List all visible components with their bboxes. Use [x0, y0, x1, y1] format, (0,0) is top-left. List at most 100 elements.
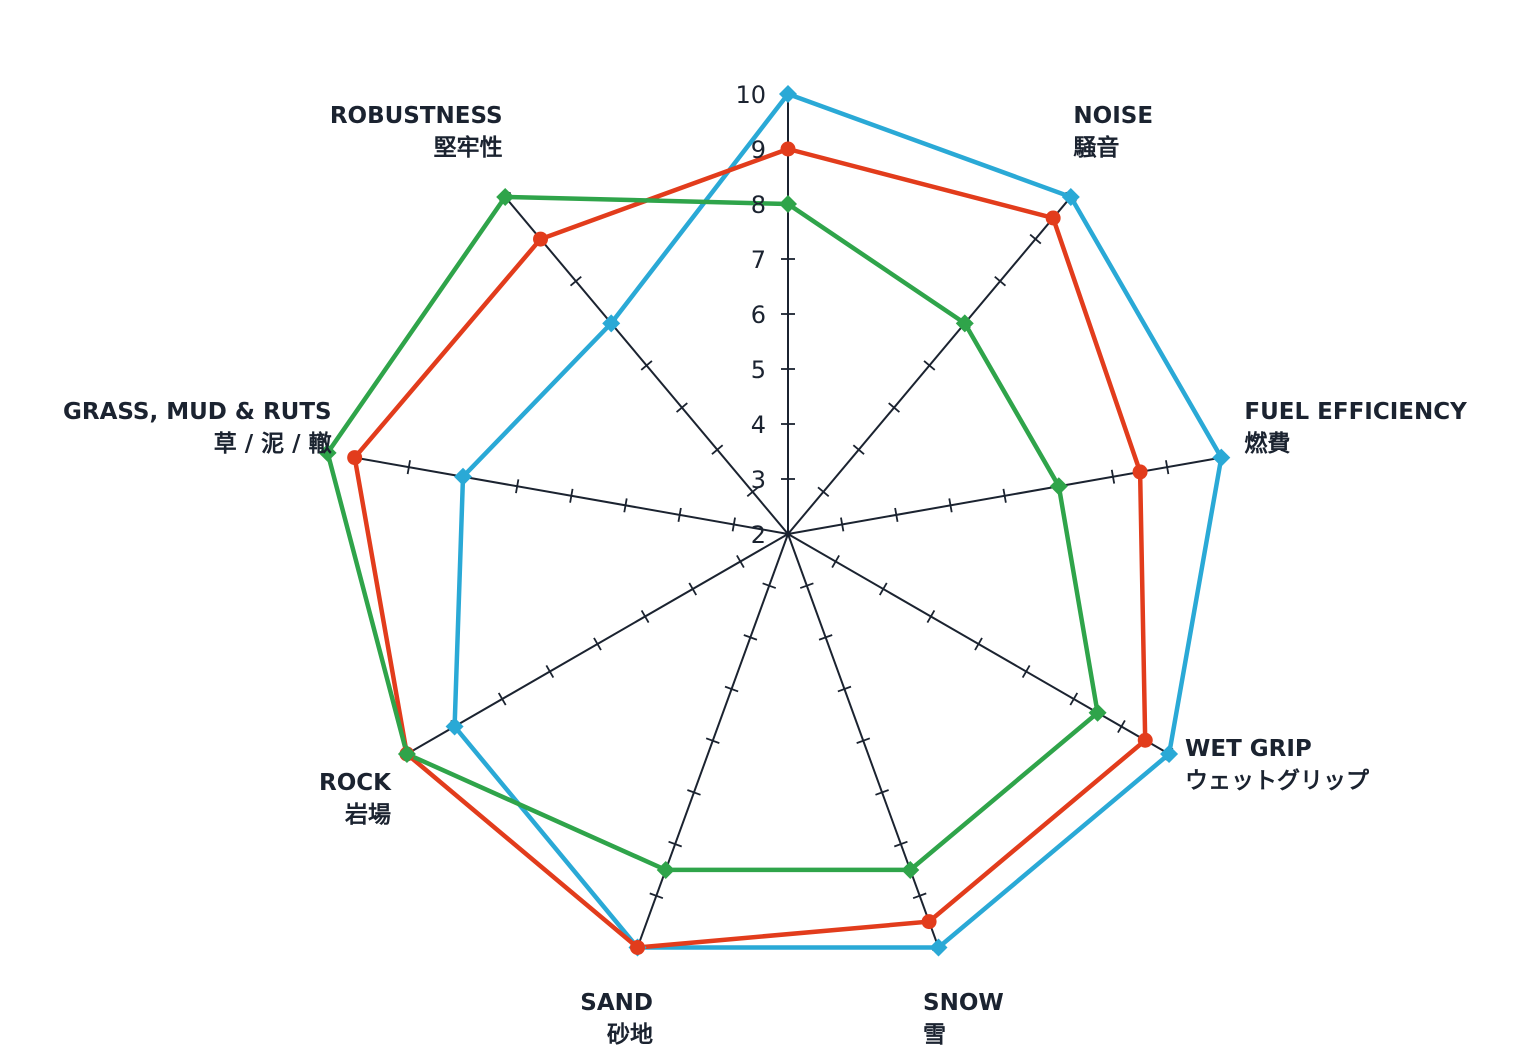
data-point	[1132, 464, 1148, 480]
tick-mark	[878, 582, 888, 596]
data-point	[630, 939, 646, 955]
data-point	[1049, 477, 1068, 496]
axis-label-en: SNOW	[923, 990, 1004, 1016]
axis-label-ja: 草 / 泥 / 轍	[214, 430, 333, 457]
axis-label-en: ROCK	[319, 770, 392, 796]
tick-mark	[1165, 460, 1170, 475]
tick-mark	[593, 637, 602, 651]
tick-mark	[736, 554, 745, 569]
tick-mark	[912, 892, 927, 900]
tick-mark	[926, 609, 936, 624]
tick-mark	[875, 789, 889, 796]
series-layer	[325, 91, 1224, 950]
data-point	[901, 860, 920, 879]
tick-mark	[746, 486, 759, 498]
tick-number-layer: 2 3 4 5 6 7 8 9 10	[735, 81, 766, 549]
tick-mark	[743, 634, 758, 641]
data-point	[1061, 187, 1080, 206]
tick-label: 10	[735, 81, 766, 109]
tick-mark	[799, 582, 814, 589]
data-point	[533, 231, 549, 247]
tick-mark	[1110, 469, 1116, 484]
data-point	[318, 443, 337, 462]
data-point	[1088, 703, 1107, 722]
tick-mark	[1117, 719, 1126, 734]
tick-mark	[1021, 664, 1031, 679]
data-point	[1160, 745, 1179, 763]
tick-mark	[406, 460, 411, 475]
tick-mark	[731, 517, 736, 532]
axis-label-ja: 岩場	[344, 802, 391, 828]
axis-label-group: SNOW 雪	[923, 990, 1004, 1045]
axis-label-group: NOISE 騒音	[1073, 103, 1153, 161]
data-point	[1212, 448, 1231, 467]
tick-label: 8	[751, 191, 766, 219]
data-point	[656, 860, 675, 879]
series-line-2	[352, 146, 1148, 950]
axis-label-en: NOISE	[1073, 103, 1153, 129]
tick-label: 9	[751, 136, 766, 164]
tick-label: 3	[751, 466, 766, 494]
axis-label-en: SAND	[580, 990, 653, 1016]
tick-mark	[687, 789, 701, 796]
tick-label: 5	[751, 356, 766, 384]
axis-label-ja: オンロード	[731, 0, 846, 2]
axis-label-group: GRASS, MUD & RUTS 草 / 泥 / 轍	[63, 399, 333, 457]
axes-layer	[352, 93, 1224, 951]
tick-mark	[623, 498, 628, 513]
series-line-3	[325, 194, 1101, 873]
tick-mark	[894, 507, 899, 522]
tick-mark	[893, 840, 908, 848]
axis-label-en: GRASS, MUD & RUTS	[63, 399, 332, 425]
tick-mark	[818, 634, 833, 641]
tick-label: 7	[751, 246, 766, 274]
tick-mark	[649, 892, 664, 900]
tick-mark	[817, 486, 830, 498]
tick-label: 4	[751, 411, 766, 439]
data-point	[496, 187, 515, 206]
axis-label-group: FUEL EFFICIENCY 燃費	[1244, 399, 1467, 457]
tick-mark	[640, 360, 653, 371]
tick-mark	[675, 402, 688, 413]
axis-label-group: ON-ROADオンロード	[731, 0, 846, 2]
data-point	[1137, 732, 1153, 748]
tick-label: 2	[751, 521, 766, 549]
tick-mark	[837, 685, 852, 693]
series-line-1	[452, 91, 1224, 950]
axis-label-ja: 砂地	[607, 1022, 653, 1045]
data-point	[921, 914, 937, 930]
axis-label-ja: 騒音	[1073, 134, 1119, 161]
tick-mark	[923, 360, 936, 371]
tick-mark	[640, 609, 650, 624]
axis-label-group: ROBUSTNESS 堅牢性	[330, 103, 503, 161]
data-point	[347, 450, 363, 466]
tick-label: 6	[751, 301, 766, 329]
tick-mark	[677, 507, 682, 522]
tick-mark	[688, 582, 698, 596]
axis-label-ja: 燃費	[1244, 430, 1290, 457]
data-point	[1045, 210, 1061, 226]
markers-layer	[318, 85, 1231, 957]
data-point	[779, 195, 797, 213]
tick-mark	[724, 685, 739, 693]
tick-mark	[1002, 488, 1007, 503]
axis-label-ja: 雪	[923, 1022, 946, 1045]
axis-label-en: FUEL EFFICIENCY	[1244, 399, 1467, 425]
tick-mark	[1029, 233, 1042, 245]
tick-mark	[948, 498, 953, 513]
tick-mark	[569, 488, 574, 503]
tick-mark	[888, 402, 901, 413]
data-point	[779, 85, 797, 103]
data-point	[955, 314, 974, 333]
tick-mark	[705, 737, 720, 744]
axis-label-group: SAND 砂地	[580, 990, 653, 1045]
tick-mark	[1069, 692, 1079, 706]
axis-label-ja: ウェットグリップ	[1185, 767, 1370, 794]
tick-mark	[994, 276, 1007, 287]
tick-mark	[515, 479, 520, 494]
tick-mark	[569, 276, 582, 287]
data-point	[929, 938, 948, 957]
axis-label-en: ROBUSTNESS	[330, 103, 503, 129]
tick-mark	[856, 737, 871, 744]
